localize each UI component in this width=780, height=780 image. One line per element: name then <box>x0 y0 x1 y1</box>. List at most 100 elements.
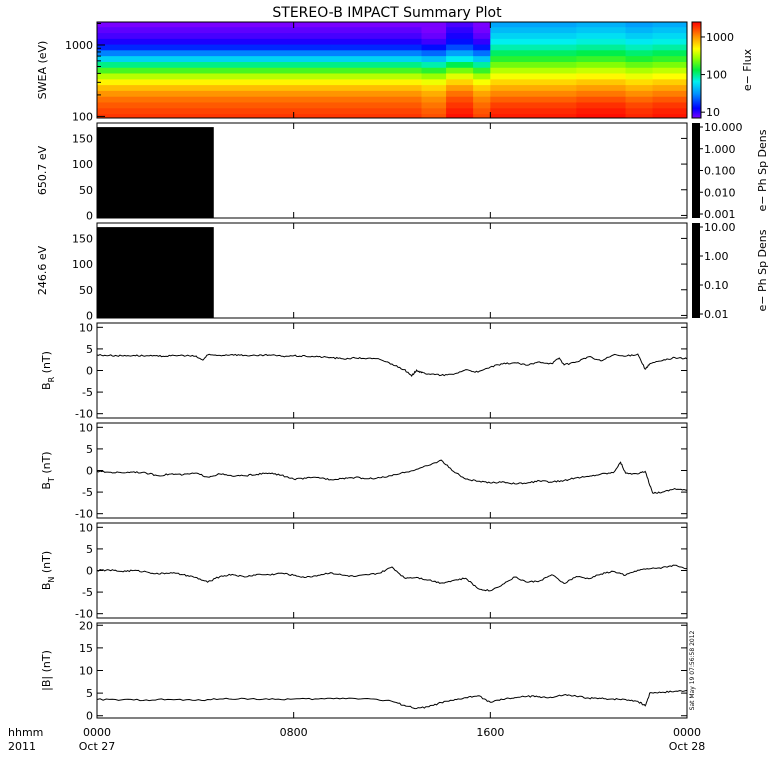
flux-cell <box>652 72 688 80</box>
y-tick-label: 1000 <box>65 39 93 52</box>
y-axis-label-unit: (nT) <box>40 551 53 577</box>
flux-cell <box>97 55 332 63</box>
colorbar-tick-label: 0.001 <box>704 208 736 221</box>
flux-cell <box>97 67 332 74</box>
colorbar-tick-label: 1000 <box>706 31 734 44</box>
flux-cell <box>473 84 491 91</box>
panel-swea: 100 1000 10 100 1000 e− Flux SWEA (eV) <box>36 21 754 123</box>
flux-cell <box>330 113 422 119</box>
x-tick-date: Oct 27 <box>79 740 116 753</box>
flux-cell <box>490 61 577 68</box>
flux-cell <box>625 55 654 63</box>
flux-cell <box>446 67 474 74</box>
flux-cell <box>421 72 447 80</box>
flux-cell <box>576 72 627 80</box>
flux-cell <box>446 78 474 86</box>
flux-cell <box>625 107 654 115</box>
flux-cell <box>330 78 422 86</box>
flux-cell <box>625 61 654 68</box>
flux-cell <box>490 72 577 80</box>
y-tick-label: 15 <box>79 642 93 655</box>
y-tick-label: -5 <box>82 386 93 399</box>
flux-cell <box>576 61 627 68</box>
flux-cell <box>473 44 491 51</box>
y-axis-label-unit: (nT) <box>40 451 53 477</box>
y-axis-label-main: B <box>40 583 53 591</box>
flux-cell <box>97 84 332 91</box>
colorbar-tick-label: 0.100 <box>704 165 736 178</box>
flux-cell <box>576 49 627 57</box>
y-axis-label-sub: R <box>47 376 56 382</box>
flux-cell <box>421 38 447 45</box>
flux-cell <box>576 113 627 119</box>
flux-cell <box>97 32 332 39</box>
flux-cell <box>97 78 332 86</box>
flux-cell <box>446 49 474 57</box>
x-tick-label: 0000 <box>673 726 701 739</box>
y-tick-label: 0 <box>86 309 93 322</box>
flux-cell <box>652 67 688 74</box>
y-tick-label: 100 <box>72 110 93 123</box>
series-line <box>96 459 688 494</box>
flux-cell <box>473 101 491 109</box>
panel-frame <box>96 21 688 119</box>
y-tick-label: -10 <box>75 508 93 521</box>
flux-cell <box>473 26 491 34</box>
y-tick-label: 0 <box>86 209 93 222</box>
colorbar-tick-label: 1.00 <box>704 250 729 263</box>
flux-cell <box>576 55 627 63</box>
colorbar <box>692 223 700 318</box>
chart-title: STEREO-B IMPACT Summary Plot <box>272 5 502 21</box>
flux-cell <box>97 107 332 115</box>
flux-cell <box>421 101 447 109</box>
y-tick-label: 5 <box>86 443 93 456</box>
colorbar <box>691 21 702 119</box>
flux-cell <box>330 44 422 51</box>
flux-cell <box>625 72 654 80</box>
flux-cell <box>625 96 654 103</box>
flux-cell <box>473 90 491 97</box>
flux-cell <box>490 38 577 45</box>
y-axis-label: 650.7 eV <box>36 145 49 195</box>
x-tick-date: Oct 28 <box>669 740 706 753</box>
flux-cell <box>576 44 627 51</box>
panel-bt: 10 5 0 -5 -10 BT (nT) <box>40 421 688 521</box>
flux-cell <box>446 90 474 97</box>
flux-cell <box>625 84 654 91</box>
panel-bmag: 20 15 10 5 0 |B| (nT) Sat May 19 07:56:58 2012 <box>40 619 696 722</box>
flux-cell <box>97 61 332 68</box>
y-axis-label: BT (nT) <box>40 451 56 489</box>
flux-cell <box>421 49 447 57</box>
flux-cell <box>625 101 654 109</box>
flux-cell <box>490 32 577 39</box>
flux-cell <box>576 26 627 34</box>
flux-cell <box>97 113 332 119</box>
colorbar-tick-label: 100 <box>706 69 727 82</box>
x-row-label-year: 2011 <box>8 740 36 753</box>
flux-cell <box>446 84 474 91</box>
flux-cell <box>446 61 474 68</box>
y-tick-label: -10 <box>75 408 93 421</box>
y-tick-label: 10 <box>79 321 93 334</box>
flux-cell <box>625 49 654 57</box>
flux-cell <box>473 67 491 74</box>
flux-cell <box>576 22 627 28</box>
flux-cell <box>652 32 688 39</box>
flux-cell <box>490 67 577 74</box>
flux-cell <box>490 107 577 115</box>
x-tick-label: 0800 <box>280 726 308 739</box>
y-tick-label: -5 <box>82 586 93 599</box>
flux-cell <box>97 44 332 51</box>
flux-cell <box>652 61 688 68</box>
flux-cell <box>446 44 474 51</box>
series-line <box>96 689 688 710</box>
flux-cell <box>97 90 332 97</box>
flux-cell <box>97 72 332 80</box>
flux-cell <box>330 101 422 109</box>
flux-cell <box>652 78 688 86</box>
flux-cell <box>652 90 688 97</box>
flux-cell <box>446 32 474 39</box>
flux-cell <box>330 72 422 80</box>
flux-cell <box>490 49 577 57</box>
